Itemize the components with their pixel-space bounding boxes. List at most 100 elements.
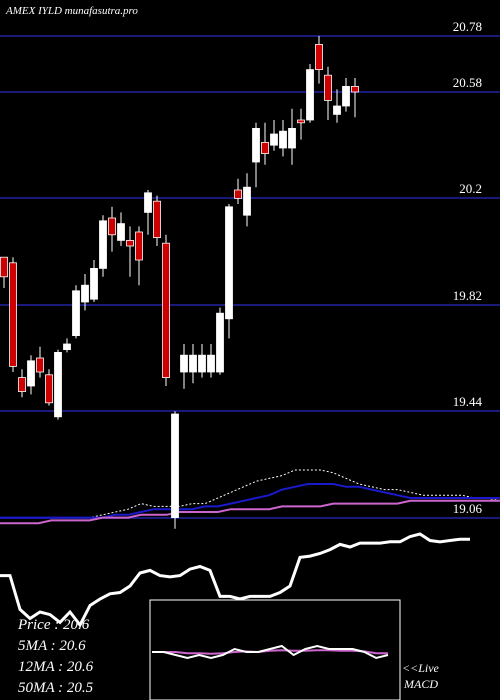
candle — [81, 274, 89, 311]
candle — [54, 349, 62, 420]
candle-body — [225, 206, 233, 320]
candle-body — [198, 354, 206, 373]
candle-body — [351, 86, 359, 93]
candle — [297, 108, 305, 140]
candle — [288, 108, 296, 165]
indicator-layer — [0, 532, 470, 628]
ma-line-50ma — [0, 499, 500, 525]
candle — [108, 206, 116, 252]
candle — [207, 344, 215, 378]
candle — [45, 369, 53, 406]
y-tick-label: 19.06 — [453, 501, 483, 516]
candle — [0, 256, 8, 288]
candle — [333, 89, 341, 123]
candle-body — [252, 127, 260, 163]
candle — [279, 120, 287, 157]
candle-body — [144, 192, 152, 213]
candle-body — [216, 312, 224, 373]
macd-live-label: <<Live — [402, 661, 440, 675]
y-tick-label: 20.58 — [453, 75, 482, 90]
candle — [189, 344, 197, 384]
chart-title: AMEX IYLD munafasutra.pro — [5, 5, 138, 17]
candle — [162, 234, 170, 386]
candle-body — [270, 133, 278, 146]
candles-layer — [0, 36, 359, 529]
candle-body — [90, 267, 98, 300]
macd-line — [152, 644, 389, 660]
y-tick-label: 19.82 — [453, 288, 482, 303]
candle — [270, 120, 278, 151]
macd-label: MACD — [403, 677, 438, 691]
candle-body — [72, 290, 80, 336]
candle-body — [9, 262, 17, 367]
candle — [126, 226, 134, 277]
ma50-readout: 50MA : 20.5 — [18, 680, 94, 696]
candle-body — [288, 127, 296, 149]
candle — [144, 190, 152, 235]
macd-signal-line — [152, 649, 388, 655]
candle — [198, 344, 206, 378]
candle — [9, 257, 17, 372]
candle-body — [0, 256, 8, 278]
ma5-readout: 5MA : 20.6 — [18, 638, 86, 654]
candle-body — [189, 354, 197, 373]
candle — [117, 212, 125, 246]
candle — [234, 178, 242, 204]
candle-body — [180, 354, 188, 373]
candle — [324, 66, 332, 120]
candle — [90, 260, 98, 302]
grid-layer: 20.78 20.58 20.2 19.82 19.44 19.06 — [0, 19, 500, 519]
candle — [99, 215, 107, 277]
moving-averages-layer — [0, 469, 500, 525]
indicator-line — [0, 532, 470, 628]
price-readout: Price : 20.6 — [17, 617, 90, 633]
candle-body — [126, 239, 134, 247]
candle — [216, 307, 224, 375]
info-block: Price : 20.6 5MA : 20.6 12MA : 20.6 50MA… — [17, 617, 94, 696]
y-tick-label: 20.78 — [453, 19, 482, 34]
candle-body — [333, 105, 341, 115]
candle-body — [45, 374, 53, 404]
candle-body — [261, 141, 269, 154]
candle-body — [36, 357, 44, 373]
candle — [171, 411, 179, 529]
candle-body — [153, 200, 161, 238]
ma-line-5ma — [0, 469, 500, 519]
candle — [36, 346, 44, 378]
candle — [261, 122, 269, 165]
candle — [225, 204, 233, 339]
candle-body — [171, 413, 179, 518]
candle-body — [81, 284, 89, 303]
candle-body — [315, 44, 323, 71]
candle-body — [108, 217, 116, 236]
candle — [252, 122, 260, 188]
candle-body — [54, 351, 62, 418]
candle — [180, 344, 188, 389]
candle — [351, 78, 359, 118]
candle-body — [297, 119, 305, 124]
candle — [243, 173, 251, 227]
candle — [27, 355, 35, 395]
candle-body — [207, 354, 215, 373]
candle — [306, 64, 314, 123]
macd-panel — [149, 599, 401, 700]
candle-body — [18, 377, 26, 393]
candle — [315, 36, 323, 84]
y-tick-label: 20.2 — [459, 181, 482, 196]
candle-body — [324, 74, 332, 101]
y-tick-label: 19.44 — [453, 394, 483, 409]
candle — [63, 338, 71, 353]
candle-body — [117, 223, 125, 241]
candle — [18, 369, 26, 398]
candle-body — [27, 360, 35, 387]
candle — [342, 78, 350, 112]
ma-line-12ma — [0, 483, 500, 519]
candle-body — [135, 231, 143, 261]
ma12-readout: 12MA : 20.6 — [18, 659, 94, 675]
candle-body — [279, 130, 287, 149]
candle-body — [342, 86, 350, 107]
candle-body — [63, 343, 71, 350]
candle — [153, 195, 161, 246]
